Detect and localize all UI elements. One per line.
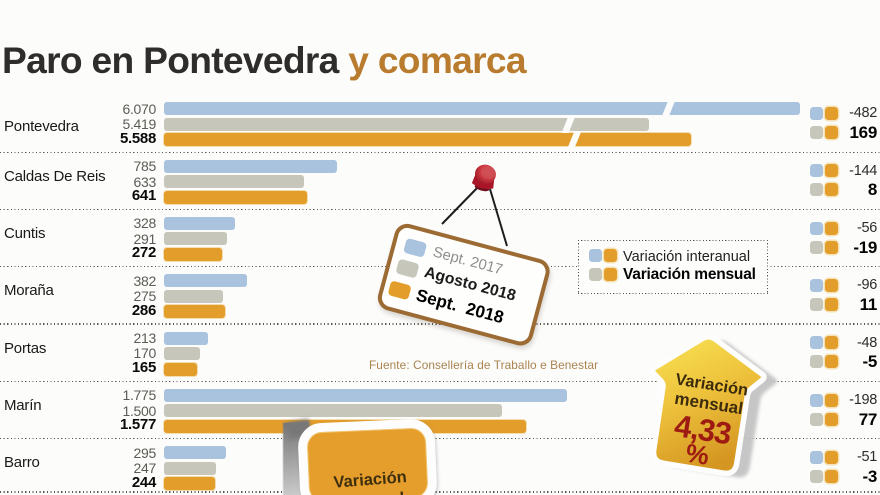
svg-text:%: %: [684, 437, 712, 470]
